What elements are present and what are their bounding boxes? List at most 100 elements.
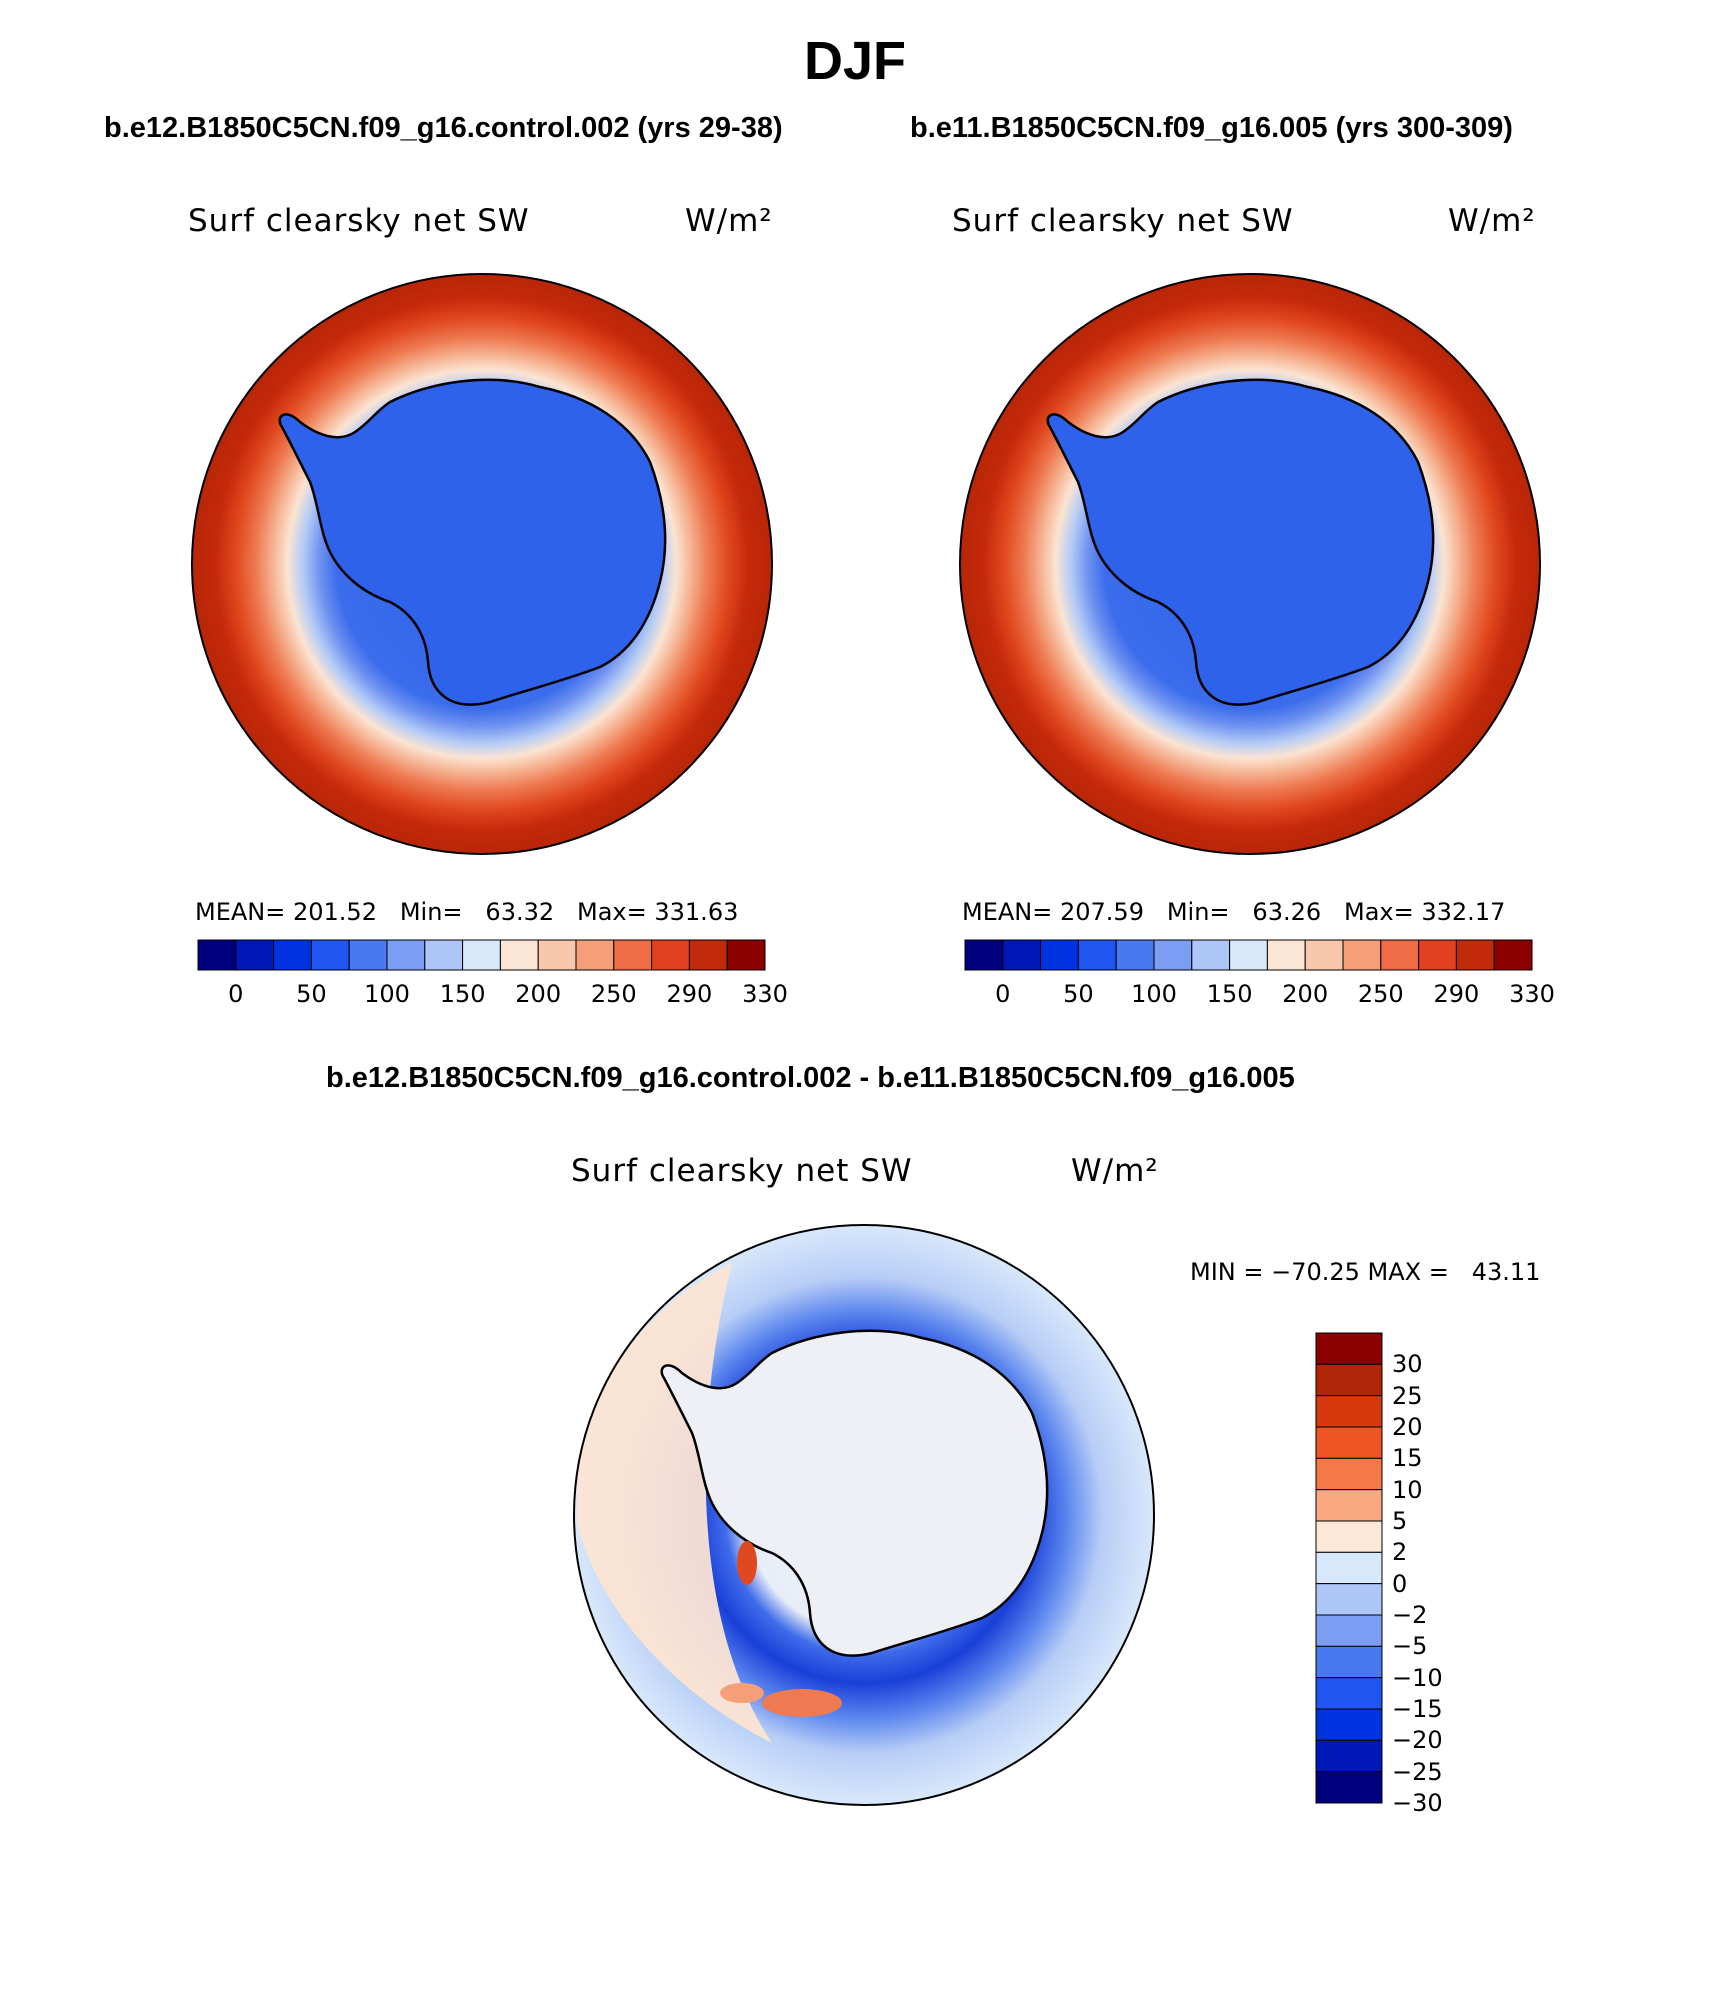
colorbar-swatch	[1315, 1614, 1383, 1647]
colorbar-swatch	[310, 939, 350, 971]
colorbar-tick-label: 200	[515, 980, 562, 1008]
colorbar-tick-label: 330	[1509, 980, 1555, 1008]
colorbar-swatch	[197, 939, 237, 971]
left-map	[191, 273, 773, 855]
colorbar-tick-label: 100	[1131, 980, 1177, 1008]
colorbar-swatch	[1455, 939, 1495, 971]
colorbar-tick-label: −20	[1392, 1726, 1443, 1755]
colorbar-swatch	[1002, 939, 1042, 971]
colorbar-swatch	[348, 939, 388, 971]
diff-colorbar	[1315, 1332, 1383, 1804]
colorbar-tick-label: −5	[1392, 1632, 1428, 1661]
colorbar-swatch	[1315, 1332, 1383, 1365]
colorbar-swatch	[499, 939, 539, 971]
colorbar-swatch	[1315, 1708, 1383, 1741]
colorbar-swatch	[726, 939, 766, 971]
diff-units-label: W/m²	[1071, 1153, 1159, 1189]
colorbar-tick-label: 25	[1392, 1381, 1423, 1410]
colorbar-tick-label: 30	[1392, 1350, 1423, 1379]
colorbar-swatch	[1493, 939, 1533, 971]
colorbar-tick-label: 20	[1392, 1413, 1423, 1441]
colorbar-swatch	[688, 939, 728, 971]
colorbar-tick-label: 50	[1063, 980, 1094, 1008]
colorbar-swatch	[1342, 939, 1382, 971]
colorbar-tick-label: 10	[1392, 1475, 1423, 1504]
antarctica-coastline	[660, 1329, 1049, 1657]
colorbar-tick-label: 150	[439, 980, 486, 1008]
colorbar-tick-label: −30	[1392, 1789, 1443, 1817]
right-units-label: W/m²	[1448, 203, 1536, 239]
colorbar-tick-label: −15	[1392, 1695, 1443, 1723]
colorbar-swatch	[537, 939, 577, 971]
diff-minmax: MIN = −70.25 MAX = 43.11	[1190, 1258, 1541, 1286]
left-colorbar	[197, 939, 766, 971]
diff-variable-label: Surf clearsky net SW	[571, 1153, 913, 1189]
colorbar-swatch	[1191, 939, 1231, 971]
left-colorbar-labels: 0 50 100 150 200 250 290 330	[198, 980, 788, 1010]
diff-map	[573, 1224, 1155, 1806]
colorbar-swatch	[1315, 1489, 1383, 1522]
right-case-title: b.e11.B1850C5CN.f09_g16.005 (yrs 300-309…	[910, 112, 1513, 144]
colorbar-tick-label: 290	[666, 980, 713, 1008]
right-variable-label: Surf clearsky net SW	[952, 203, 1294, 239]
colorbar-swatch	[1229, 939, 1268, 971]
left-stats: MEAN= 201.52 Min= 63.32 Max= 331.63	[195, 898, 739, 926]
colorbar-tick-label: 100	[364, 980, 410, 1008]
colorbar-swatch	[1315, 1739, 1383, 1773]
colorbar-tick-label: 0	[228, 980, 244, 1008]
colorbar-tick-label: −2	[1392, 1601, 1428, 1629]
colorbar-swatch	[1380, 939, 1420, 971]
colorbar-tick-label: 250	[590, 980, 637, 1008]
colorbar-swatch	[1315, 1520, 1383, 1553]
colorbar-swatch	[1418, 939, 1457, 971]
colorbar-tick-label: 250	[1357, 980, 1404, 1008]
colorbar-tick-label: 15	[1392, 1444, 1423, 1473]
colorbar-swatch	[1040, 939, 1079, 971]
colorbar-tick-label: 200	[1282, 980, 1329, 1008]
right-stats: MEAN= 207.59 Min= 63.26 Max= 332.17	[962, 898, 1506, 926]
colorbar-swatch	[1315, 1677, 1383, 1710]
colorbar-tick-label: 2	[1392, 1538, 1408, 1567]
colorbar-swatch	[1315, 1457, 1383, 1491]
colorbar-tick-label: 150	[1206, 980, 1253, 1008]
antarctica-coastline	[278, 378, 667, 706]
diff-case-title: b.e12.B1850C5CN.f09_g16.control.002 - b.…	[326, 1062, 1295, 1094]
colorbar-swatch	[1315, 1645, 1383, 1679]
colorbar-swatch	[1153, 939, 1193, 971]
colorbar-swatch	[273, 939, 312, 971]
colorbar-tick-label: 290	[1433, 980, 1480, 1008]
colorbar-swatch	[651, 939, 690, 971]
colorbar-tick-label: −10	[1392, 1663, 1443, 1692]
left-variable-label: Surf clearsky net SW	[188, 203, 530, 239]
left-case-title: b.e12.B1850C5CN.f09_g16.control.002 (yrs…	[104, 112, 783, 144]
colorbar-swatch	[1315, 1771, 1383, 1804]
right-colorbar	[964, 939, 1533, 971]
right-colorbar-labels: 0 50 100 150 200 250 290 330	[965, 980, 1555, 1010]
colorbar-swatch	[1115, 939, 1155, 971]
colorbar-swatch	[1304, 939, 1344, 971]
colorbar-swatch	[1315, 1426, 1383, 1459]
figure-title: DJF	[803, 31, 906, 91]
diff-colorbar-labels: 30 25 20 15 10 5 2 0 −2 −5 −10 −15 −20 −25 −30	[1392, 1333, 1482, 1817]
antarctica-coastline	[1046, 378, 1435, 706]
colorbar-swatch	[1315, 1551, 1383, 1585]
colorbar-tick-label: 50	[296, 980, 327, 1008]
colorbar-swatch	[613, 939, 653, 971]
colorbar-swatch	[964, 939, 1004, 971]
colorbar-swatch	[235, 939, 275, 971]
colorbar-swatch	[424, 939, 464, 971]
right-map	[959, 273, 1541, 855]
colorbar-swatch	[1315, 1363, 1383, 1397]
colorbar-swatch	[1266, 939, 1306, 971]
colorbar-tick-label: 0	[1392, 1569, 1408, 1598]
colorbar-tick-label: 5	[1392, 1507, 1408, 1535]
colorbar-tick-label: −25	[1392, 1757, 1443, 1786]
colorbar-swatch	[1315, 1395, 1383, 1428]
colorbar-tick-label: 0	[995, 980, 1011, 1008]
left-units-label: W/m²	[685, 203, 773, 239]
colorbar-swatch	[1315, 1583, 1383, 1616]
colorbar-swatch	[462, 939, 501, 971]
colorbar-swatch	[386, 939, 426, 971]
colorbar-swatch	[575, 939, 615, 971]
colorbar-tick-label: 330	[742, 980, 788, 1008]
